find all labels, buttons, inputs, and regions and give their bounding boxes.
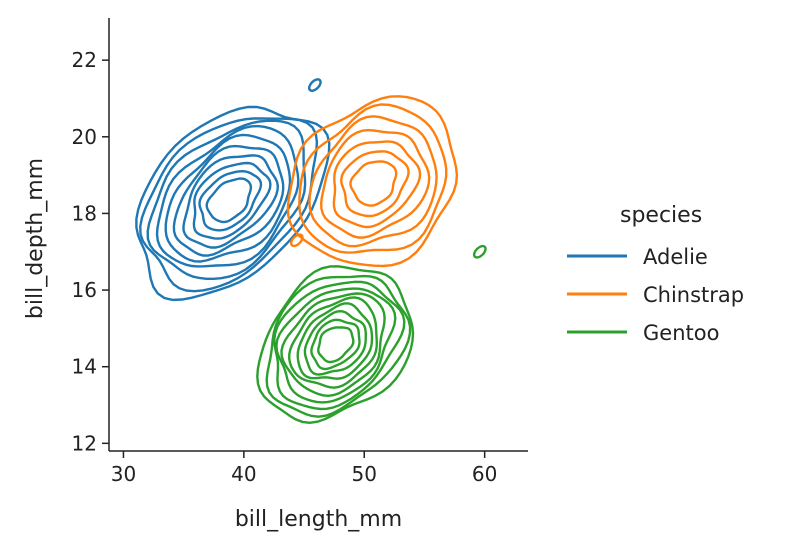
contour-chinstrap: [332, 140, 422, 229]
contour-adelie: [172, 144, 285, 257]
contour-chinstrap: [319, 128, 431, 239]
x-tick-label: 60: [472, 462, 497, 486]
contour-adelie: [198, 169, 263, 232]
contour-adelie: [139, 117, 319, 293]
contour-layer: [135, 78, 487, 425]
contour-gentoo: [317, 326, 355, 364]
contour-chinstrap: [308, 115, 438, 248]
series-gentoo: [256, 244, 487, 425]
contour-adelie: [155, 124, 300, 268]
contour-adelie: [192, 161, 272, 240]
contour-adelie: [182, 154, 280, 249]
contour-adelie: [164, 133, 292, 263]
y-tick-label: 14: [72, 355, 97, 379]
y-tick-label: 18: [72, 201, 97, 225]
y-tick-label: 16: [72, 278, 97, 302]
contour-island-gentoo: [472, 244, 487, 259]
contour-island-chinstrap: [289, 233, 304, 248]
y-tick-label: 20: [72, 125, 97, 149]
contour-gentoo: [310, 318, 361, 371]
x-tick-label: 50: [352, 462, 377, 486]
legend-label: Adelie: [643, 245, 708, 269]
contour-chinstrap: [286, 95, 459, 268]
x-tick-label: 30: [111, 462, 136, 486]
x-ticks: 30 40 50 60: [111, 451, 497, 486]
contour-gentoo: [296, 302, 374, 380]
contour-gentoo: [280, 292, 386, 398]
contour-gentoo: [287, 296, 379, 389]
y-tick-label: 12: [72, 431, 97, 455]
contour-gentoo: [265, 274, 412, 418]
x-axis-label: bill_length_mm: [235, 507, 402, 532]
legend-items: Adelie Chinstrap Gentoo: [567, 245, 744, 345]
y-axis-label: bill_depth_mm: [23, 158, 48, 319]
legend: species Adelie Chinstrap Gentoo: [567, 203, 744, 345]
series-chinstrap: [286, 95, 459, 268]
contour-adelie: [205, 177, 253, 224]
plot-area: [135, 78, 487, 425]
contour-gentoo: [256, 265, 415, 425]
contour-chinstrap: [298, 103, 448, 254]
axes: 30 40 50 60 12 14 16 18 20 22: [72, 18, 528, 486]
contour-adelie: [135, 105, 331, 302]
legend-label: Gentoo: [643, 321, 719, 345]
x-tick-label: 40: [231, 462, 256, 486]
y-tick-label: 22: [72, 48, 97, 72]
y-ticks: 12 14 16 18 20 22: [72, 48, 109, 455]
legend-title: species: [620, 203, 702, 228]
contour-gentoo: [273, 280, 406, 411]
contour-chinstrap: [349, 160, 398, 207]
contour-gentoo: [303, 309, 367, 376]
contour-chinstrap: [340, 150, 410, 218]
contour-gentoo: [275, 287, 397, 404]
legend-label: Chinstrap: [643, 283, 744, 307]
contour-island-adelie: [307, 78, 322, 92]
